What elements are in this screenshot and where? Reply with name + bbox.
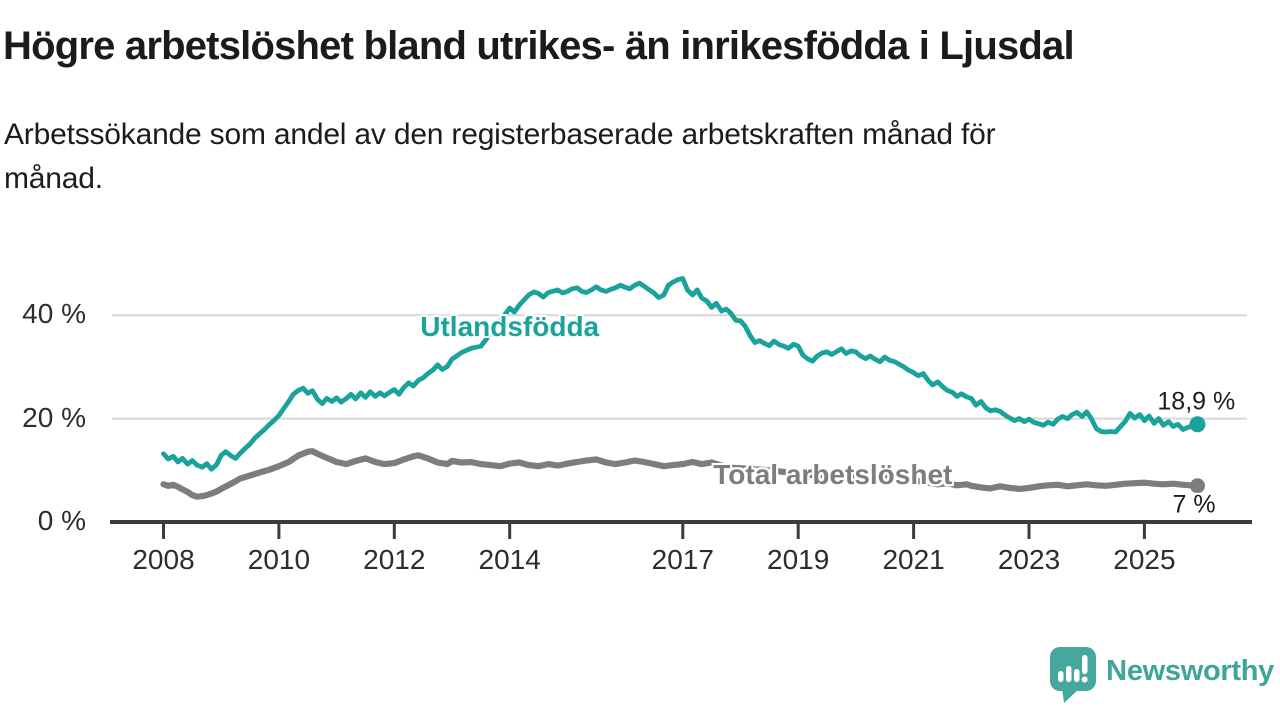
value-label: 7 % xyxy=(1172,490,1216,519)
subtitle-line-1: Arbetssökande som andel av den registerb… xyxy=(4,118,996,151)
newsworthy-brand: Newsworthy xyxy=(1049,646,1274,704)
series-line-total xyxy=(160,448,1201,500)
subtitle-line-2: månad. xyxy=(4,162,103,195)
x-tick-label: 2019 xyxy=(767,544,830,575)
x-tick-label: 2012 xyxy=(363,544,426,575)
x-tick-label: 2021 xyxy=(882,544,945,575)
x-tick-label: 2025 xyxy=(1113,544,1176,575)
page-subtitle: Arbetssökande som andel av den registerb… xyxy=(4,113,996,201)
page-title: Högre arbetslöshet bland utrikes- än inr… xyxy=(3,24,1075,68)
x-tick-label: 2014 xyxy=(478,544,541,575)
series-label: Utlandsfödda xyxy=(420,311,600,343)
x-tick-label: 2008 xyxy=(132,544,195,575)
series-line-utlandsfodda xyxy=(161,276,1200,472)
x-tick-label: 2010 xyxy=(247,544,311,575)
y-tick-label: 40 % xyxy=(22,298,86,330)
y-tick-label: 0 % xyxy=(37,505,86,536)
series-label: Total arbetslöshet xyxy=(713,458,953,490)
series-end-dot-total xyxy=(1189,478,1205,494)
series-end-dot-utlandsfodda xyxy=(1189,416,1206,433)
newsworthy-logo-text: Newsworthy xyxy=(1106,655,1274,687)
x-tick-label: 2017 xyxy=(651,544,714,575)
value-label: 18,9 % xyxy=(1157,387,1236,416)
newsworthy-logo-icon xyxy=(1050,647,1097,703)
x-tick-label: 2023 xyxy=(997,544,1061,575)
y-tick-label: 20 % xyxy=(22,401,86,433)
